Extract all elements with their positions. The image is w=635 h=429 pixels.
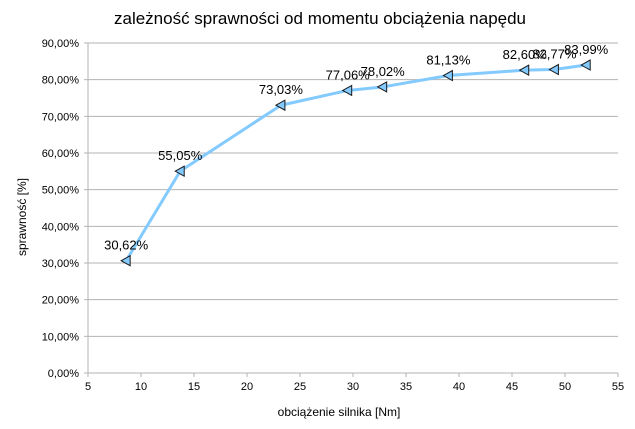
- x-tick-label: 20: [241, 381, 253, 393]
- x-tick-label: 30: [347, 381, 359, 393]
- data-label: 83,99%: [564, 42, 609, 57]
- grid-lines: [84, 42, 619, 377]
- data-labels: 30,62% 55,05% 73,03% 77,06%78,02% 81,13% 82,6…: [104, 42, 609, 253]
- data-point: [580, 59, 591, 71]
- x-tick-label: 15: [188, 381, 200, 393]
- x-tick-label: 25: [294, 381, 306, 393]
- x-axis-label: obciążenie silnika [Nm]: [278, 405, 401, 419]
- x-tick-label: 10: [135, 381, 147, 393]
- data-point: [341, 84, 353, 97]
- y-tick-label: 10,00%: [42, 331, 80, 343]
- x-tick-label: 5: [85, 381, 91, 393]
- x-tick-label: 55: [612, 381, 624, 393]
- x-tick-label: 50: [559, 381, 571, 393]
- data-label: 73,03%: [259, 82, 304, 97]
- chart-title: zależność sprawności od momentu obciążen…: [114, 9, 526, 28]
- data-label: 81,13%: [426, 53, 471, 68]
- series: [120, 59, 591, 267]
- y-tick-label: 80,00%: [42, 75, 80, 87]
- data-point: [548, 63, 559, 76]
- y-tick-label: 70,00%: [42, 111, 80, 123]
- data-label: 82,77%: [532, 47, 577, 62]
- y-tick-label: 50,00%: [42, 185, 80, 197]
- data-label: 55,05%: [158, 148, 203, 163]
- x-tick-label: 40: [453, 381, 465, 393]
- x-tick-labels: 5 10 15 20 25 30 35 40 45 50 55: [85, 381, 624, 393]
- y-tick-label: 40,00%: [42, 221, 80, 233]
- data-label: 78,02%: [361, 64, 406, 79]
- y-tick-labels: 0,00% 10,00% 20,00% 30,00% 40,00% 50,00% 60,00…: [42, 38, 80, 380]
- data-point: [274, 99, 286, 112]
- data-point: [442, 69, 453, 82]
- x-tick-label: 35: [400, 381, 412, 393]
- y-tick-label: 20,00%: [42, 295, 80, 307]
- data-point: [120, 254, 131, 267]
- x-tick-label: 45: [506, 381, 518, 393]
- data-point: [376, 81, 388, 93]
- y-tick-label: 90,00%: [42, 38, 80, 50]
- y-tick-label: 0,00%: [48, 368, 79, 380]
- data-label: 77,06%: [326, 67, 371, 82]
- y-tick-label: 60,00%: [42, 148, 80, 160]
- y-tick-label: 30,00%: [42, 258, 80, 270]
- data-point: [174, 165, 185, 177]
- data-label: 82,60%: [503, 47, 548, 62]
- data-label: 30,62%: [104, 238, 149, 253]
- data-point: [518, 64, 530, 76]
- y-axis-label: sprawność [%]: [15, 178, 29, 256]
